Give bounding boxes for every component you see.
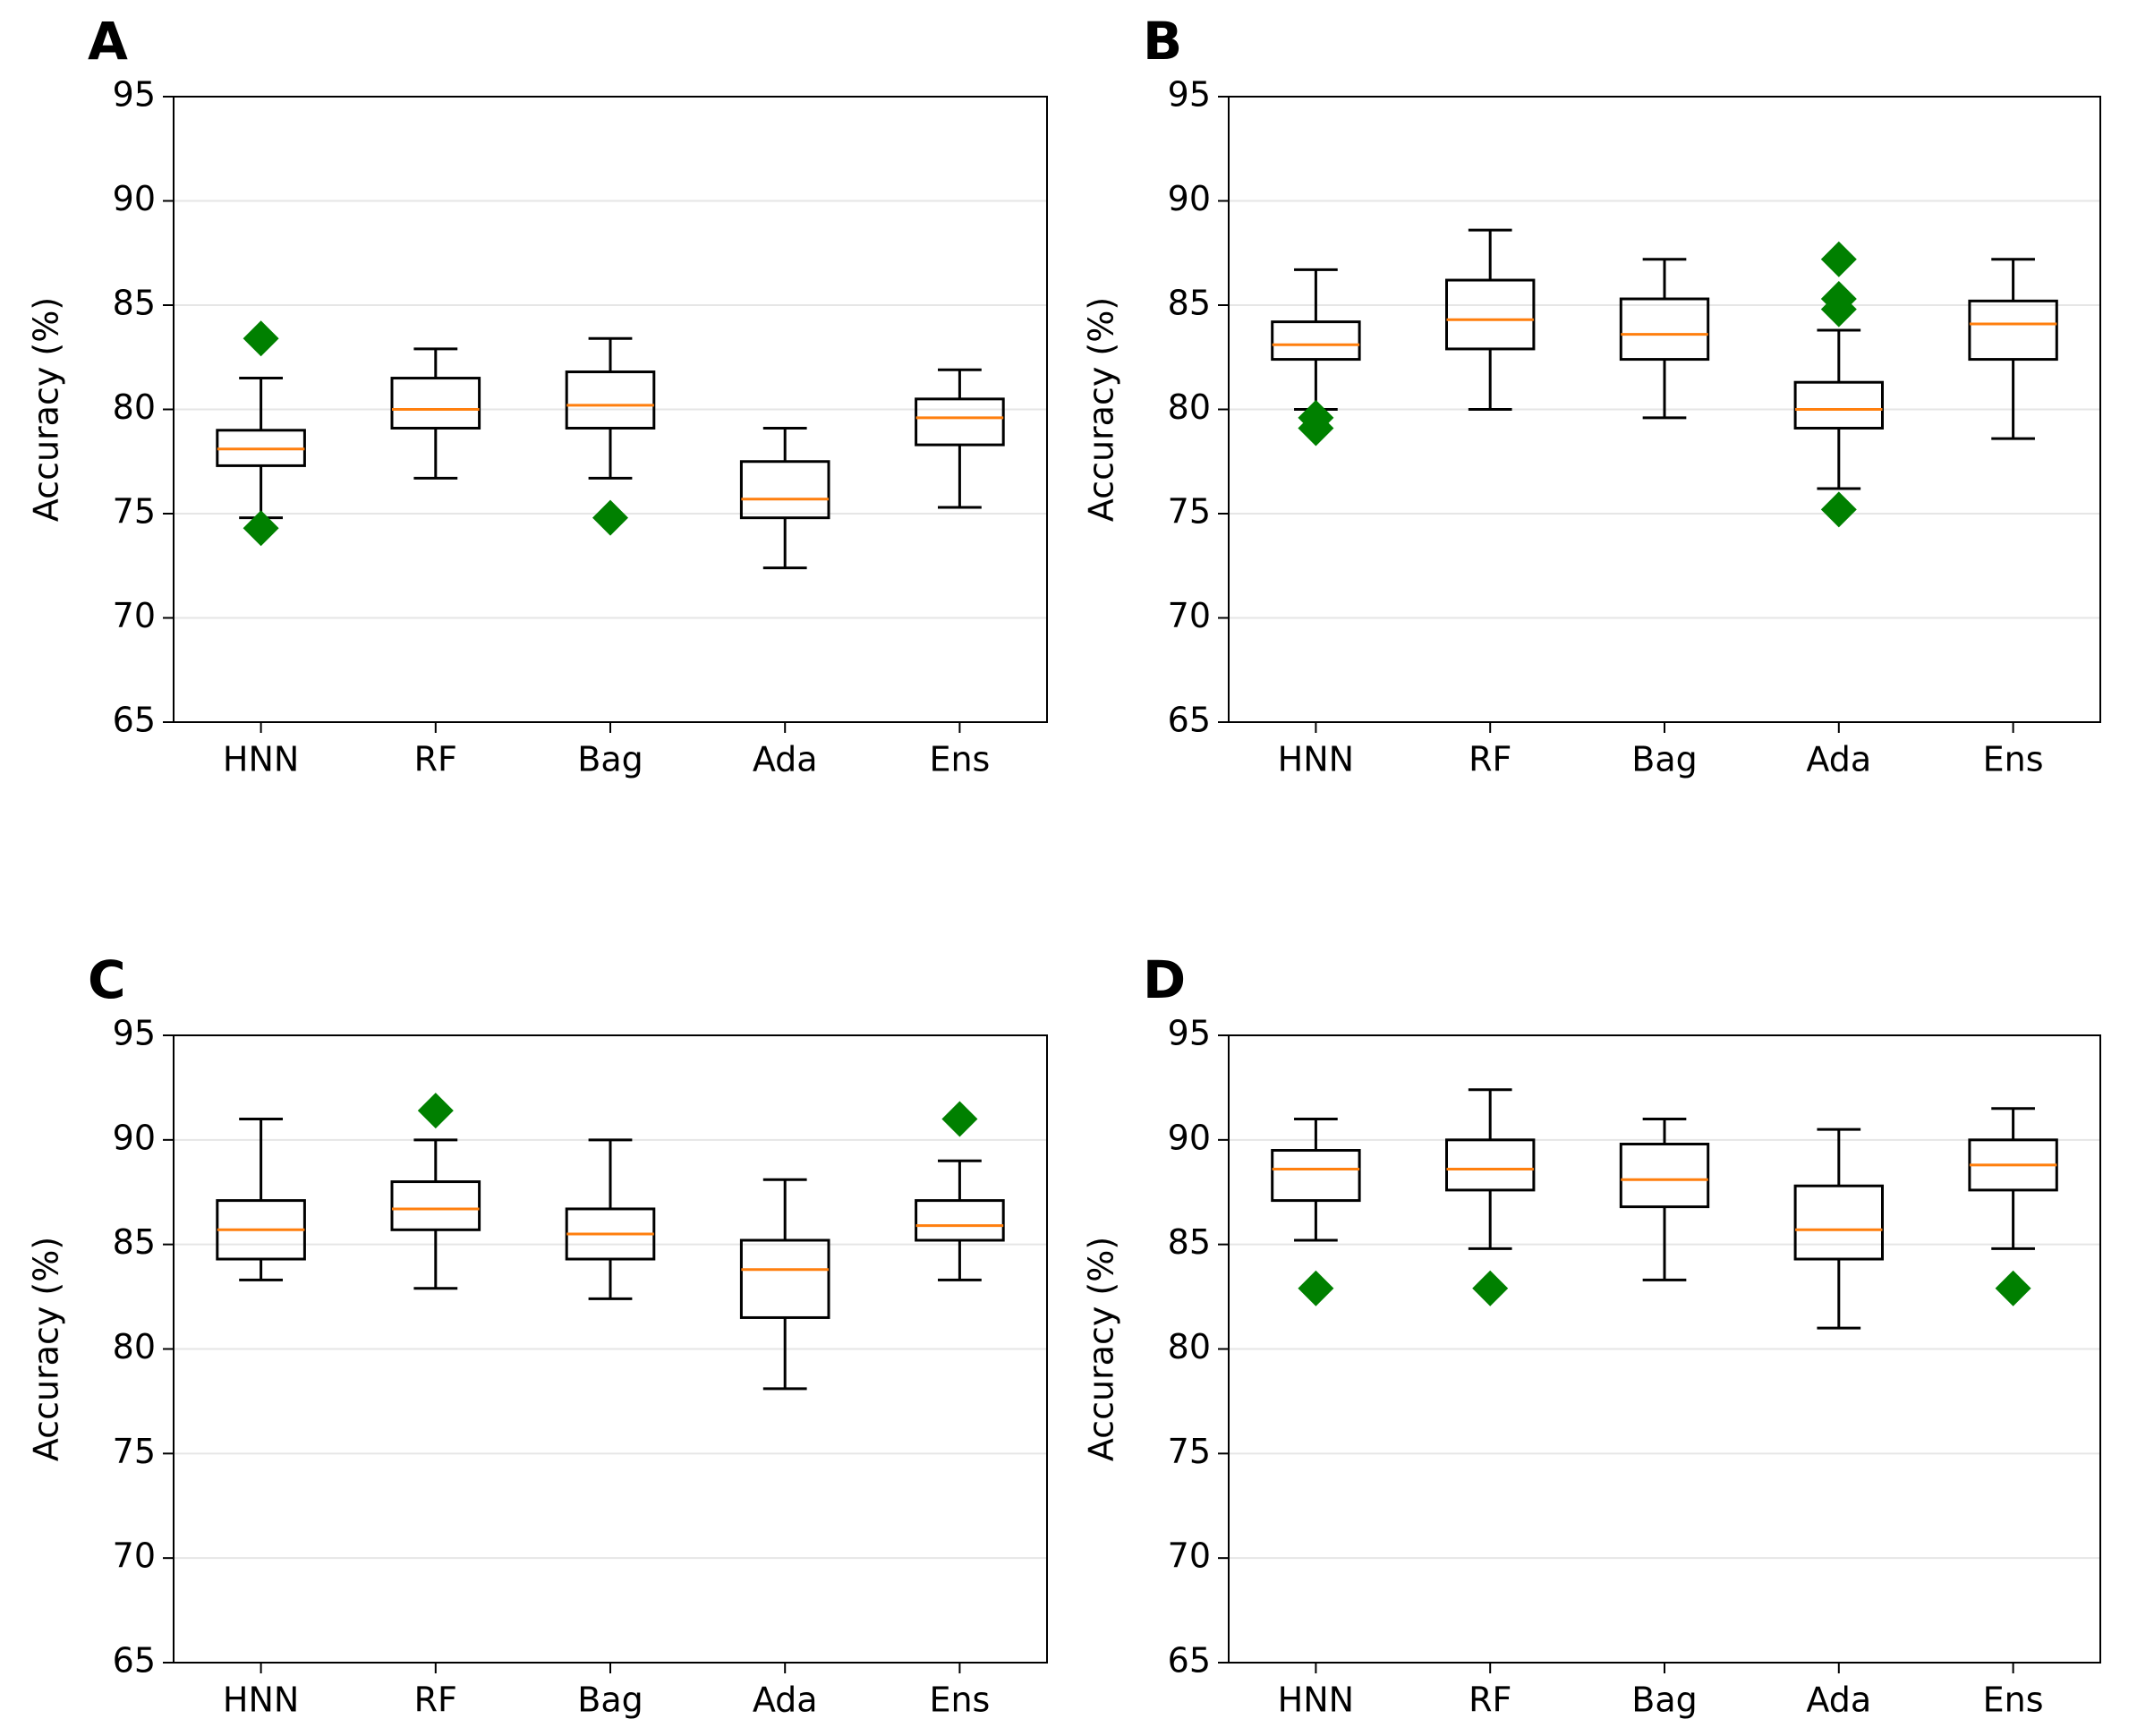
box bbox=[1445, 278, 1536, 351]
y-tick-label: 95 bbox=[1168, 1014, 1211, 1053]
x-tick-label: HNN bbox=[1278, 1681, 1354, 1720]
outlier bbox=[1472, 1270, 1509, 1306]
x-tick-label: HNN bbox=[223, 740, 299, 779]
y-tick-label: 75 bbox=[113, 492, 156, 532]
y-tick-label: 85 bbox=[113, 284, 156, 323]
y-tick-label: 75 bbox=[113, 1432, 156, 1471]
y-tick-label: 90 bbox=[1168, 179, 1211, 218]
y-tick-label: 80 bbox=[1168, 387, 1211, 427]
x-tick-label: Ada bbox=[753, 1681, 818, 1720]
y-tick-label: 80 bbox=[113, 1327, 156, 1366]
panel-label: D bbox=[1143, 949, 1186, 1010]
outlier bbox=[1820, 491, 1857, 528]
box bbox=[1968, 299, 2058, 362]
x-tick-label: Ens bbox=[1983, 1681, 2044, 1720]
outlier bbox=[417, 1093, 454, 1129]
x-tick-label: Bag bbox=[1631, 740, 1697, 779]
y-axis-label: Accuracy (%) bbox=[27, 297, 66, 522]
y-tick-label: 85 bbox=[113, 1222, 156, 1262]
x-tick-label: RF bbox=[414, 1681, 457, 1720]
x-tick-label: Ada bbox=[1806, 1681, 1871, 1720]
x-tick-label: Ens bbox=[1983, 740, 2044, 779]
x-tick-label: RF bbox=[414, 740, 457, 779]
y-tick-label: 75 bbox=[1168, 1432, 1211, 1471]
y-tick-label: 80 bbox=[1168, 1327, 1211, 1366]
outlier bbox=[1298, 410, 1334, 447]
y-tick-label: 65 bbox=[113, 701, 156, 740]
box bbox=[915, 397, 1005, 447]
y-tick-label: 70 bbox=[1168, 1536, 1211, 1576]
panel-label: B bbox=[1143, 11, 1182, 72]
x-tick-label: Bag bbox=[1631, 1681, 1697, 1720]
box bbox=[915, 1199, 1005, 1242]
x-tick-label: Ens bbox=[929, 1681, 990, 1720]
outlier bbox=[941, 1101, 978, 1137]
panel-label: A bbox=[88, 11, 128, 72]
x-tick-label: RF bbox=[1469, 740, 1511, 779]
box bbox=[565, 370, 656, 430]
outlier bbox=[1820, 291, 1857, 328]
box bbox=[1271, 1149, 1361, 1203]
box bbox=[1271, 320, 1361, 362]
box bbox=[1619, 1143, 1710, 1209]
y-tick-label: 80 bbox=[113, 387, 156, 427]
x-tick-label: HNN bbox=[223, 1681, 299, 1720]
y-tick-label: 65 bbox=[1168, 701, 1211, 740]
y-tick-label: 70 bbox=[113, 596, 156, 635]
y-tick-label: 90 bbox=[1168, 1118, 1211, 1157]
outlier bbox=[592, 499, 628, 536]
x-tick-label: Ens bbox=[929, 740, 990, 779]
y-axis-label: Accuracy (%) bbox=[1082, 1237, 1121, 1461]
y-tick-label: 65 bbox=[113, 1641, 156, 1681]
box bbox=[1619, 297, 1710, 362]
y-tick-label: 90 bbox=[113, 1118, 156, 1157]
y-tick-label: 95 bbox=[113, 1014, 156, 1053]
outlier bbox=[1995, 1270, 2031, 1306]
y-tick-label: 65 bbox=[1168, 1641, 1211, 1681]
y-tick-label: 85 bbox=[1168, 1222, 1211, 1262]
box bbox=[739, 460, 830, 520]
x-tick-label: Bag bbox=[577, 1681, 643, 1720]
box bbox=[1793, 380, 1884, 430]
box bbox=[390, 1180, 481, 1231]
y-tick-label: 85 bbox=[1168, 284, 1211, 323]
x-tick-label: Ada bbox=[1806, 740, 1871, 779]
x-tick-label: Ada bbox=[753, 740, 818, 779]
box bbox=[739, 1238, 830, 1319]
y-tick-label: 70 bbox=[113, 1536, 156, 1576]
box bbox=[1445, 1138, 1536, 1192]
outlier bbox=[243, 320, 279, 357]
x-tick-label: Bag bbox=[577, 740, 643, 779]
outlier bbox=[1820, 241, 1857, 277]
x-tick-label: HNN bbox=[1278, 740, 1354, 779]
outlier bbox=[243, 510, 279, 547]
y-tick-label: 90 bbox=[113, 179, 156, 218]
y-tick-label: 75 bbox=[1168, 492, 1211, 532]
outlier bbox=[1298, 1270, 1334, 1306]
x-tick-label: RF bbox=[1469, 1681, 1511, 1720]
box bbox=[1793, 1184, 1884, 1261]
box bbox=[390, 377, 481, 430]
y-tick-label: 95 bbox=[1168, 75, 1211, 115]
panel-label: C bbox=[88, 949, 126, 1010]
y-axis-label: Accuracy (%) bbox=[27, 1237, 66, 1461]
y-tick-label: 70 bbox=[1168, 596, 1211, 635]
y-axis-label: Accuracy (%) bbox=[1082, 297, 1121, 522]
y-tick-label: 95 bbox=[113, 75, 156, 115]
